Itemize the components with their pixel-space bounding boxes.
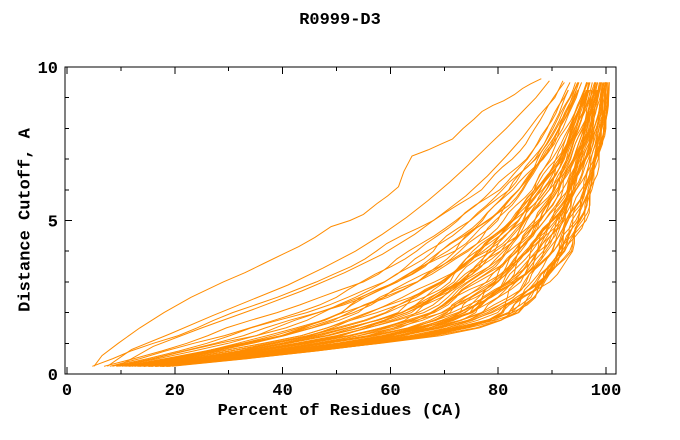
y-tick-label: 0 [48, 367, 58, 386]
bundle-curve [143, 89, 590, 367]
upper-tier-model-1 [107, 80, 550, 367]
bundle-curve [109, 82, 571, 367]
x-tick-label: 80 [488, 382, 508, 401]
bundle-curve [165, 82, 610, 367]
bundle-curve [154, 89, 597, 367]
x-tick-label: 100 [591, 382, 622, 401]
y-tick-label: 5 [48, 214, 58, 233]
bundle-curve [169, 82, 610, 367]
bundle-curve [140, 89, 593, 367]
bundle-curve [129, 89, 580, 367]
bundle-curve [139, 89, 591, 367]
bundle-curve [124, 82, 579, 367]
bundle-curve [129, 82, 583, 367]
bundle-curve [150, 82, 596, 367]
bundle-curve [159, 82, 600, 367]
bundle-curve [116, 89, 569, 367]
bundle-curve [166, 82, 610, 367]
bundle-curve [168, 89, 603, 367]
best-separated-model [93, 78, 542, 367]
upper-tier-model-2 [117, 80, 564, 367]
y-tick-label: 10 [38, 60, 58, 79]
bundle-curve [143, 82, 593, 367]
bundle-curve [166, 82, 610, 367]
chart-title: R0999-D3 [299, 11, 381, 30]
bundle-curve [162, 82, 605, 367]
bundle-curve [92, 82, 565, 367]
bundle-curve [148, 89, 596, 367]
bundle-curve [144, 89, 586, 367]
bundle-curve [134, 82, 588, 367]
x-tick-label: 60 [380, 382, 400, 401]
bundle-curve [103, 89, 569, 367]
bundle-curve [155, 82, 606, 367]
bundle-curve [172, 89, 609, 367]
bundle-curve [165, 82, 608, 367]
bundle-curve [140, 82, 588, 367]
bundle-curve [112, 82, 576, 367]
x-tick-label: 0 [62, 382, 72, 401]
x-tick-label: 20 [165, 382, 185, 401]
bundle-curve [167, 82, 610, 367]
bundle-curve [142, 82, 597, 367]
bundle-curve [155, 82, 600, 367]
bundle-curve [161, 89, 600, 367]
bundle-curve [147, 82, 596, 367]
bundle-curve [167, 82, 607, 367]
bundle-curve [134, 82, 589, 367]
x-tick-label: 40 [272, 382, 292, 401]
bundle-curve [128, 82, 588, 367]
bundle-curve [150, 82, 596, 367]
bundle-curve [119, 82, 579, 367]
bundle-curve [159, 89, 602, 367]
bundle-curve [163, 89, 610, 367]
bundle-curve [163, 82, 602, 367]
x-axis-label: Percent of Residues (CA) [217, 402, 463, 421]
